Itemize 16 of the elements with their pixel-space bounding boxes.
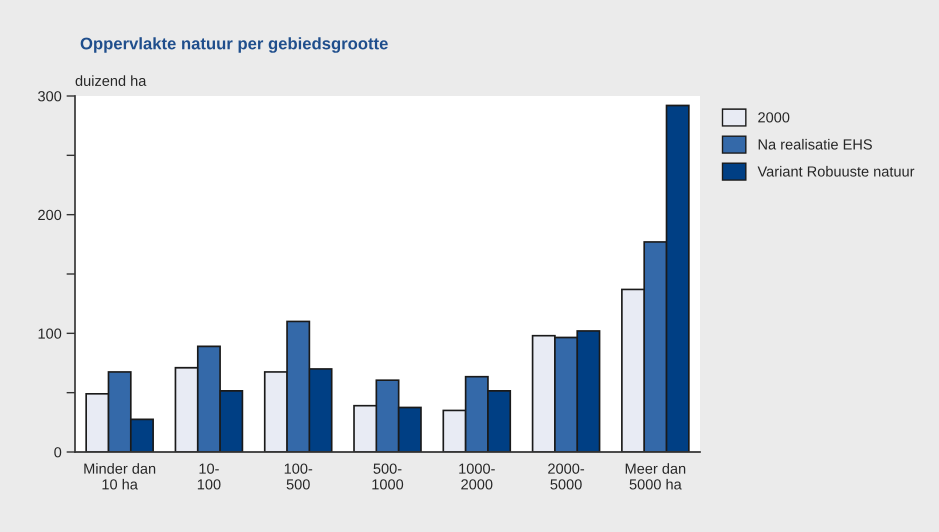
y-tick-label: 300	[38, 91, 62, 102]
y-tick-label: 200	[38, 210, 62, 220]
legend-label: Variant Robuuste natuur	[758, 166, 914, 177]
y-axis-title: duizend ha	[76, 75, 146, 86]
x-tick-label: 10- 100	[198, 463, 221, 490]
x-tick-label: 100- 500	[284, 463, 312, 490]
x-tick-label: 2000- 5000	[548, 463, 584, 490]
x-tick-label: 1000- 2000	[459, 463, 495, 490]
legend-label: 2000	[758, 112, 790, 123]
y-tick-label: 0	[54, 447, 62, 458]
legend-label: Na realisatie EHS	[758, 138, 872, 150]
chart-title: Oppervlakte natuur per gebiedsgrootte	[80, 37, 388, 53]
x-tick-label: 500- 1000	[372, 463, 404, 490]
y-tick-label: 100	[38, 328, 62, 339]
x-tick-label: Meer dan 5000 ha	[626, 463, 686, 490]
x-tick-label: Minder dan 10 ha	[84, 463, 156, 490]
